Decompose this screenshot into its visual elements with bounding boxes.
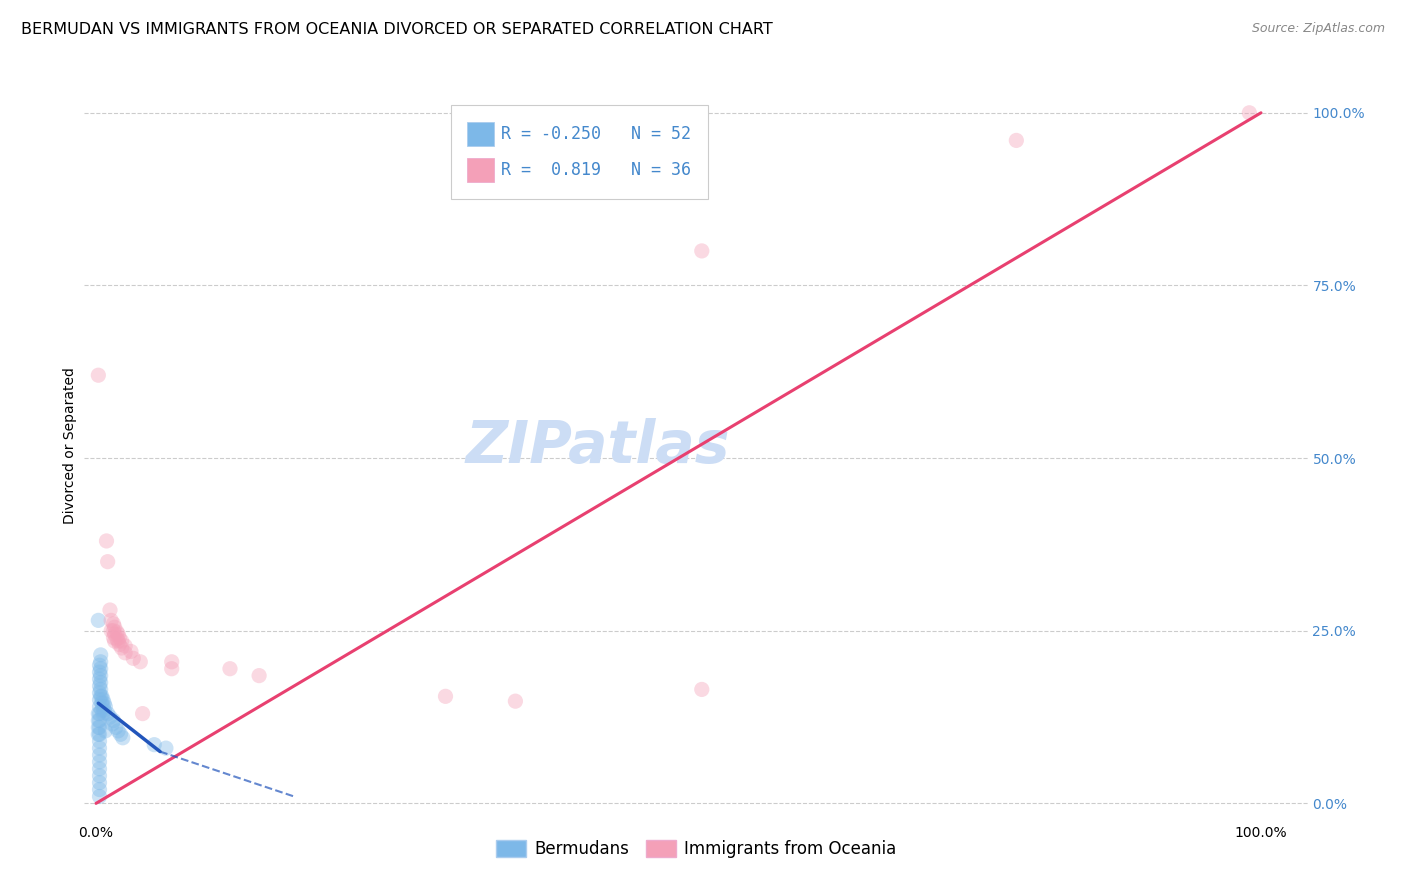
Text: Source: ZipAtlas.com: Source: ZipAtlas.com	[1251, 22, 1385, 36]
Point	[103, 616, 125, 631]
Point	[90, 662, 112, 676]
Point	[91, 706, 114, 721]
Point	[690, 682, 713, 697]
Point	[110, 727, 132, 741]
Point	[690, 244, 713, 258]
FancyBboxPatch shape	[467, 122, 494, 146]
Point	[122, 651, 145, 665]
Point	[90, 668, 112, 682]
Point	[1005, 133, 1028, 147]
Point	[111, 640, 134, 655]
Point	[108, 638, 131, 652]
Point	[1239, 105, 1261, 120]
Point	[89, 755, 111, 769]
Point	[160, 655, 183, 669]
FancyBboxPatch shape	[451, 105, 709, 199]
Point	[104, 634, 127, 648]
Point	[103, 624, 125, 638]
Point	[89, 769, 111, 783]
Text: BERMUDAN VS IMMIGRANTS FROM OCEANIA DIVORCED OR SEPARATED CORRELATION CHART: BERMUDAN VS IMMIGRANTS FROM OCEANIA DIVO…	[21, 22, 773, 37]
Point	[89, 762, 111, 776]
Point	[103, 631, 125, 645]
Point	[103, 714, 125, 728]
Point	[89, 665, 111, 680]
FancyBboxPatch shape	[467, 158, 494, 181]
Point	[143, 738, 166, 752]
Point	[89, 706, 111, 721]
Point	[107, 627, 129, 641]
Point	[87, 727, 110, 741]
Point	[104, 720, 127, 734]
Point	[105, 632, 128, 646]
Point	[100, 624, 122, 638]
Point	[107, 634, 129, 648]
Point	[97, 706, 120, 721]
Point	[100, 613, 122, 627]
Point	[160, 662, 183, 676]
Point	[89, 699, 111, 714]
Point	[98, 603, 121, 617]
Point	[89, 727, 111, 741]
Point	[114, 639, 136, 653]
Point	[89, 741, 111, 756]
Point	[87, 720, 110, 734]
Point	[104, 627, 127, 641]
Point	[89, 747, 111, 762]
Point	[87, 368, 110, 383]
Point	[94, 723, 117, 738]
Point	[89, 672, 111, 686]
Point	[89, 714, 111, 728]
Point	[91, 699, 114, 714]
Point	[90, 655, 112, 669]
Text: ZIPatlas: ZIPatlas	[465, 417, 730, 475]
Point	[98, 710, 121, 724]
Point	[505, 694, 527, 708]
Point	[87, 706, 110, 721]
Point	[90, 696, 112, 710]
Point	[90, 703, 112, 717]
Text: R = -0.250   N = 52: R = -0.250 N = 52	[502, 125, 692, 144]
Point	[87, 714, 110, 728]
Point	[89, 734, 111, 748]
Point	[114, 646, 136, 660]
Point	[434, 690, 457, 704]
Legend: Bermudans, Immigrants from Oceania: Bermudans, Immigrants from Oceania	[489, 833, 903, 864]
Y-axis label: Divorced or Separated: Divorced or Separated	[63, 368, 77, 524]
Point	[155, 741, 177, 756]
Point	[93, 696, 115, 710]
Point	[96, 533, 118, 548]
Point	[90, 690, 112, 704]
Point	[90, 690, 112, 704]
Point	[94, 699, 117, 714]
Point	[89, 686, 111, 700]
Point	[129, 655, 152, 669]
Point	[89, 782, 111, 797]
Point	[90, 675, 112, 690]
Point	[111, 731, 134, 745]
Point	[89, 658, 111, 673]
Point	[93, 703, 115, 717]
Point	[104, 620, 127, 634]
Point	[111, 634, 134, 648]
Point	[89, 720, 111, 734]
Point	[89, 775, 111, 789]
Point	[107, 723, 129, 738]
Point	[90, 648, 112, 662]
Point	[101, 717, 124, 731]
Point	[131, 706, 153, 721]
Point	[247, 668, 270, 682]
Point	[97, 555, 120, 569]
Point	[105, 625, 128, 640]
Point	[219, 662, 242, 676]
Point	[87, 613, 110, 627]
Point	[89, 789, 111, 804]
Point	[89, 679, 111, 693]
Point	[91, 693, 114, 707]
Point	[90, 682, 112, 697]
Point	[108, 631, 131, 645]
Point	[120, 644, 142, 658]
Point	[89, 693, 111, 707]
Text: R =  0.819   N = 36: R = 0.819 N = 36	[502, 161, 692, 178]
